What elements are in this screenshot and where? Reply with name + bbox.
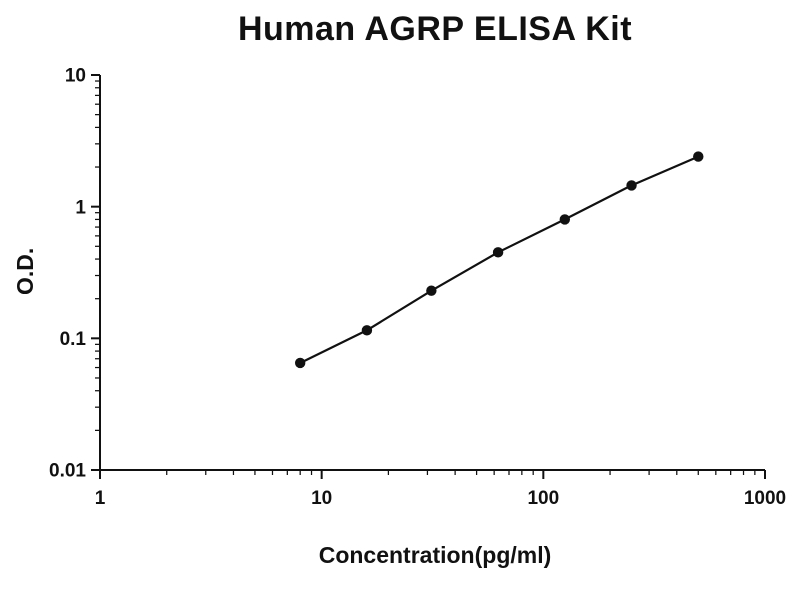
y-tick-label: 0.1 — [60, 329, 87, 350]
y-tick-label: 0.01 — [49, 461, 86, 482]
x-tick-label: 10 — [311, 488, 332, 509]
y-tick-label: 1 — [75, 197, 86, 218]
y-tick-label: 10 — [65, 66, 86, 87]
x-axis-label: Concentration(pg/ml) — [318, 542, 552, 568]
data-point — [559, 214, 571, 225]
curve-line — [299, 155, 700, 365]
data-point — [693, 151, 704, 162]
chart-title: Human AGRP ELISA Kit — [237, 10, 633, 48]
x-tick-label: 1000 — [744, 488, 786, 509]
data-point — [492, 247, 504, 258]
x-tick-label: 100 — [527, 488, 559, 509]
data-point — [361, 325, 373, 336]
x-tick-label: 1 — [95, 488, 106, 509]
data-point — [294, 357, 306, 369]
data-point — [626, 180, 637, 191]
data-point — [426, 285, 437, 296]
